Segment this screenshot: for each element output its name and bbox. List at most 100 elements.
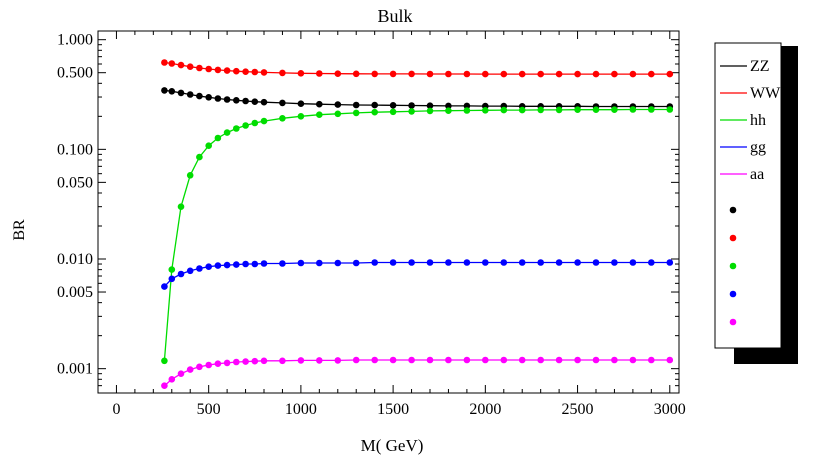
data-point-gg <box>260 260 268 267</box>
data-point-aa <box>426 356 434 364</box>
plot-frame <box>97 30 680 394</box>
series-line-WW <box>164 61 670 75</box>
data-point-hh <box>648 106 655 113</box>
data-point-WW <box>352 70 360 78</box>
data-point-ZZ <box>251 98 259 105</box>
data-point-WW <box>592 70 600 78</box>
data-point-hh <box>186 172 194 179</box>
data-point-ZZ <box>297 100 305 107</box>
legend-marker-WW <box>729 234 737 242</box>
data-point-aa <box>279 357 286 365</box>
x-tick-label: 500 <box>197 401 221 418</box>
data-point-gg <box>297 259 305 267</box>
chart-title: Bulk <box>377 6 412 26</box>
data-point-hh <box>537 106 544 114</box>
data-point-aa <box>445 356 452 364</box>
data-point-gg <box>629 259 637 266</box>
data-point-gg <box>251 260 259 268</box>
x-tick-label: 2000 <box>469 401 501 418</box>
data-point-WW <box>260 69 268 76</box>
data-point-gg <box>648 259 655 266</box>
data-point-gg <box>233 261 240 268</box>
data-point-WW <box>648 70 655 78</box>
data-point-gg <box>482 259 489 266</box>
data-point-aa <box>389 356 397 364</box>
data-point-WW <box>196 64 203 72</box>
data-point-aa <box>592 356 600 364</box>
data-point-aa <box>334 357 342 364</box>
data-point-aa <box>500 356 508 364</box>
data-point-hh <box>334 110 342 118</box>
data-point-WW <box>251 68 259 76</box>
data-point-WW <box>279 69 286 77</box>
data-point-WW <box>389 70 397 78</box>
data-point-WW <box>482 70 489 78</box>
data-point-aa <box>205 361 212 369</box>
data-point-hh <box>223 129 231 136</box>
legend-marker-gg <box>729 290 737 298</box>
legend-marker-ZZ <box>729 206 737 214</box>
data-point-ZZ <box>334 101 342 108</box>
data-point-ZZ <box>205 94 212 101</box>
data-point-hh <box>177 203 185 210</box>
data-point-WW <box>223 67 231 74</box>
data-point-gg <box>426 259 434 266</box>
series-lines <box>163 61 670 387</box>
data-point-gg <box>168 275 176 283</box>
data-point-gg <box>352 259 360 267</box>
data-point-aa <box>611 356 618 364</box>
data-point-hh <box>482 107 489 114</box>
data-point-hh <box>233 125 240 132</box>
data-point-WW <box>161 59 168 66</box>
data-point-ZZ <box>426 102 434 109</box>
data-point-ZZ <box>161 87 168 94</box>
data-point-hh <box>463 107 471 114</box>
data-point-hh <box>389 108 397 116</box>
data-point-gg <box>205 263 212 271</box>
series-points <box>161 59 674 390</box>
data-point-WW <box>205 65 212 73</box>
data-point-ZZ <box>371 101 379 109</box>
data-point-hh <box>574 106 581 113</box>
data-point-aa <box>629 356 637 364</box>
data-point-WW <box>297 70 305 77</box>
data-point-gg <box>196 265 203 272</box>
y-tick-label: 1.000 <box>57 32 93 49</box>
data-point-WW <box>518 70 526 78</box>
data-point-gg <box>574 259 581 266</box>
data-point-hh <box>445 107 452 114</box>
data-point-hh <box>352 109 360 117</box>
y-tick-label: 0.005 <box>57 284 93 301</box>
data-point-gg <box>389 259 397 266</box>
legend-marker-aa <box>729 318 737 326</box>
data-point-aa <box>242 358 249 365</box>
y-tick-label: 0.050 <box>57 174 93 191</box>
data-point-gg <box>463 259 471 266</box>
legend-box <box>714 42 782 349</box>
data-point-gg <box>186 267 194 275</box>
y-axis: 0.001 0.005 0.010 0.050 0.100 0.500 1.000 <box>57 32 679 394</box>
data-point-gg <box>161 283 168 290</box>
data-point-gg <box>223 261 231 269</box>
legend-marker-hh <box>729 262 737 270</box>
series-line-aa <box>163 359 670 387</box>
data-point-hh <box>555 106 563 114</box>
data-point-ZZ <box>279 99 286 107</box>
x-tick-label: 3000 <box>654 401 686 418</box>
data-point-WW <box>233 67 240 75</box>
x-tick-label: 2500 <box>562 401 594 418</box>
data-point-WW <box>408 70 415 78</box>
data-point-ZZ <box>186 91 194 98</box>
data-point-gg <box>214 262 222 269</box>
data-point-WW <box>242 68 249 75</box>
data-point-aa <box>214 360 222 368</box>
data-point-gg <box>445 259 452 266</box>
data-point-gg <box>371 259 379 266</box>
data-point-WW <box>177 61 185 69</box>
data-point-aa <box>352 356 360 364</box>
data-point-gg <box>666 259 674 266</box>
data-point-ZZ <box>177 89 185 97</box>
data-point-aa <box>518 356 526 364</box>
series-line-ZZ <box>164 89 670 108</box>
